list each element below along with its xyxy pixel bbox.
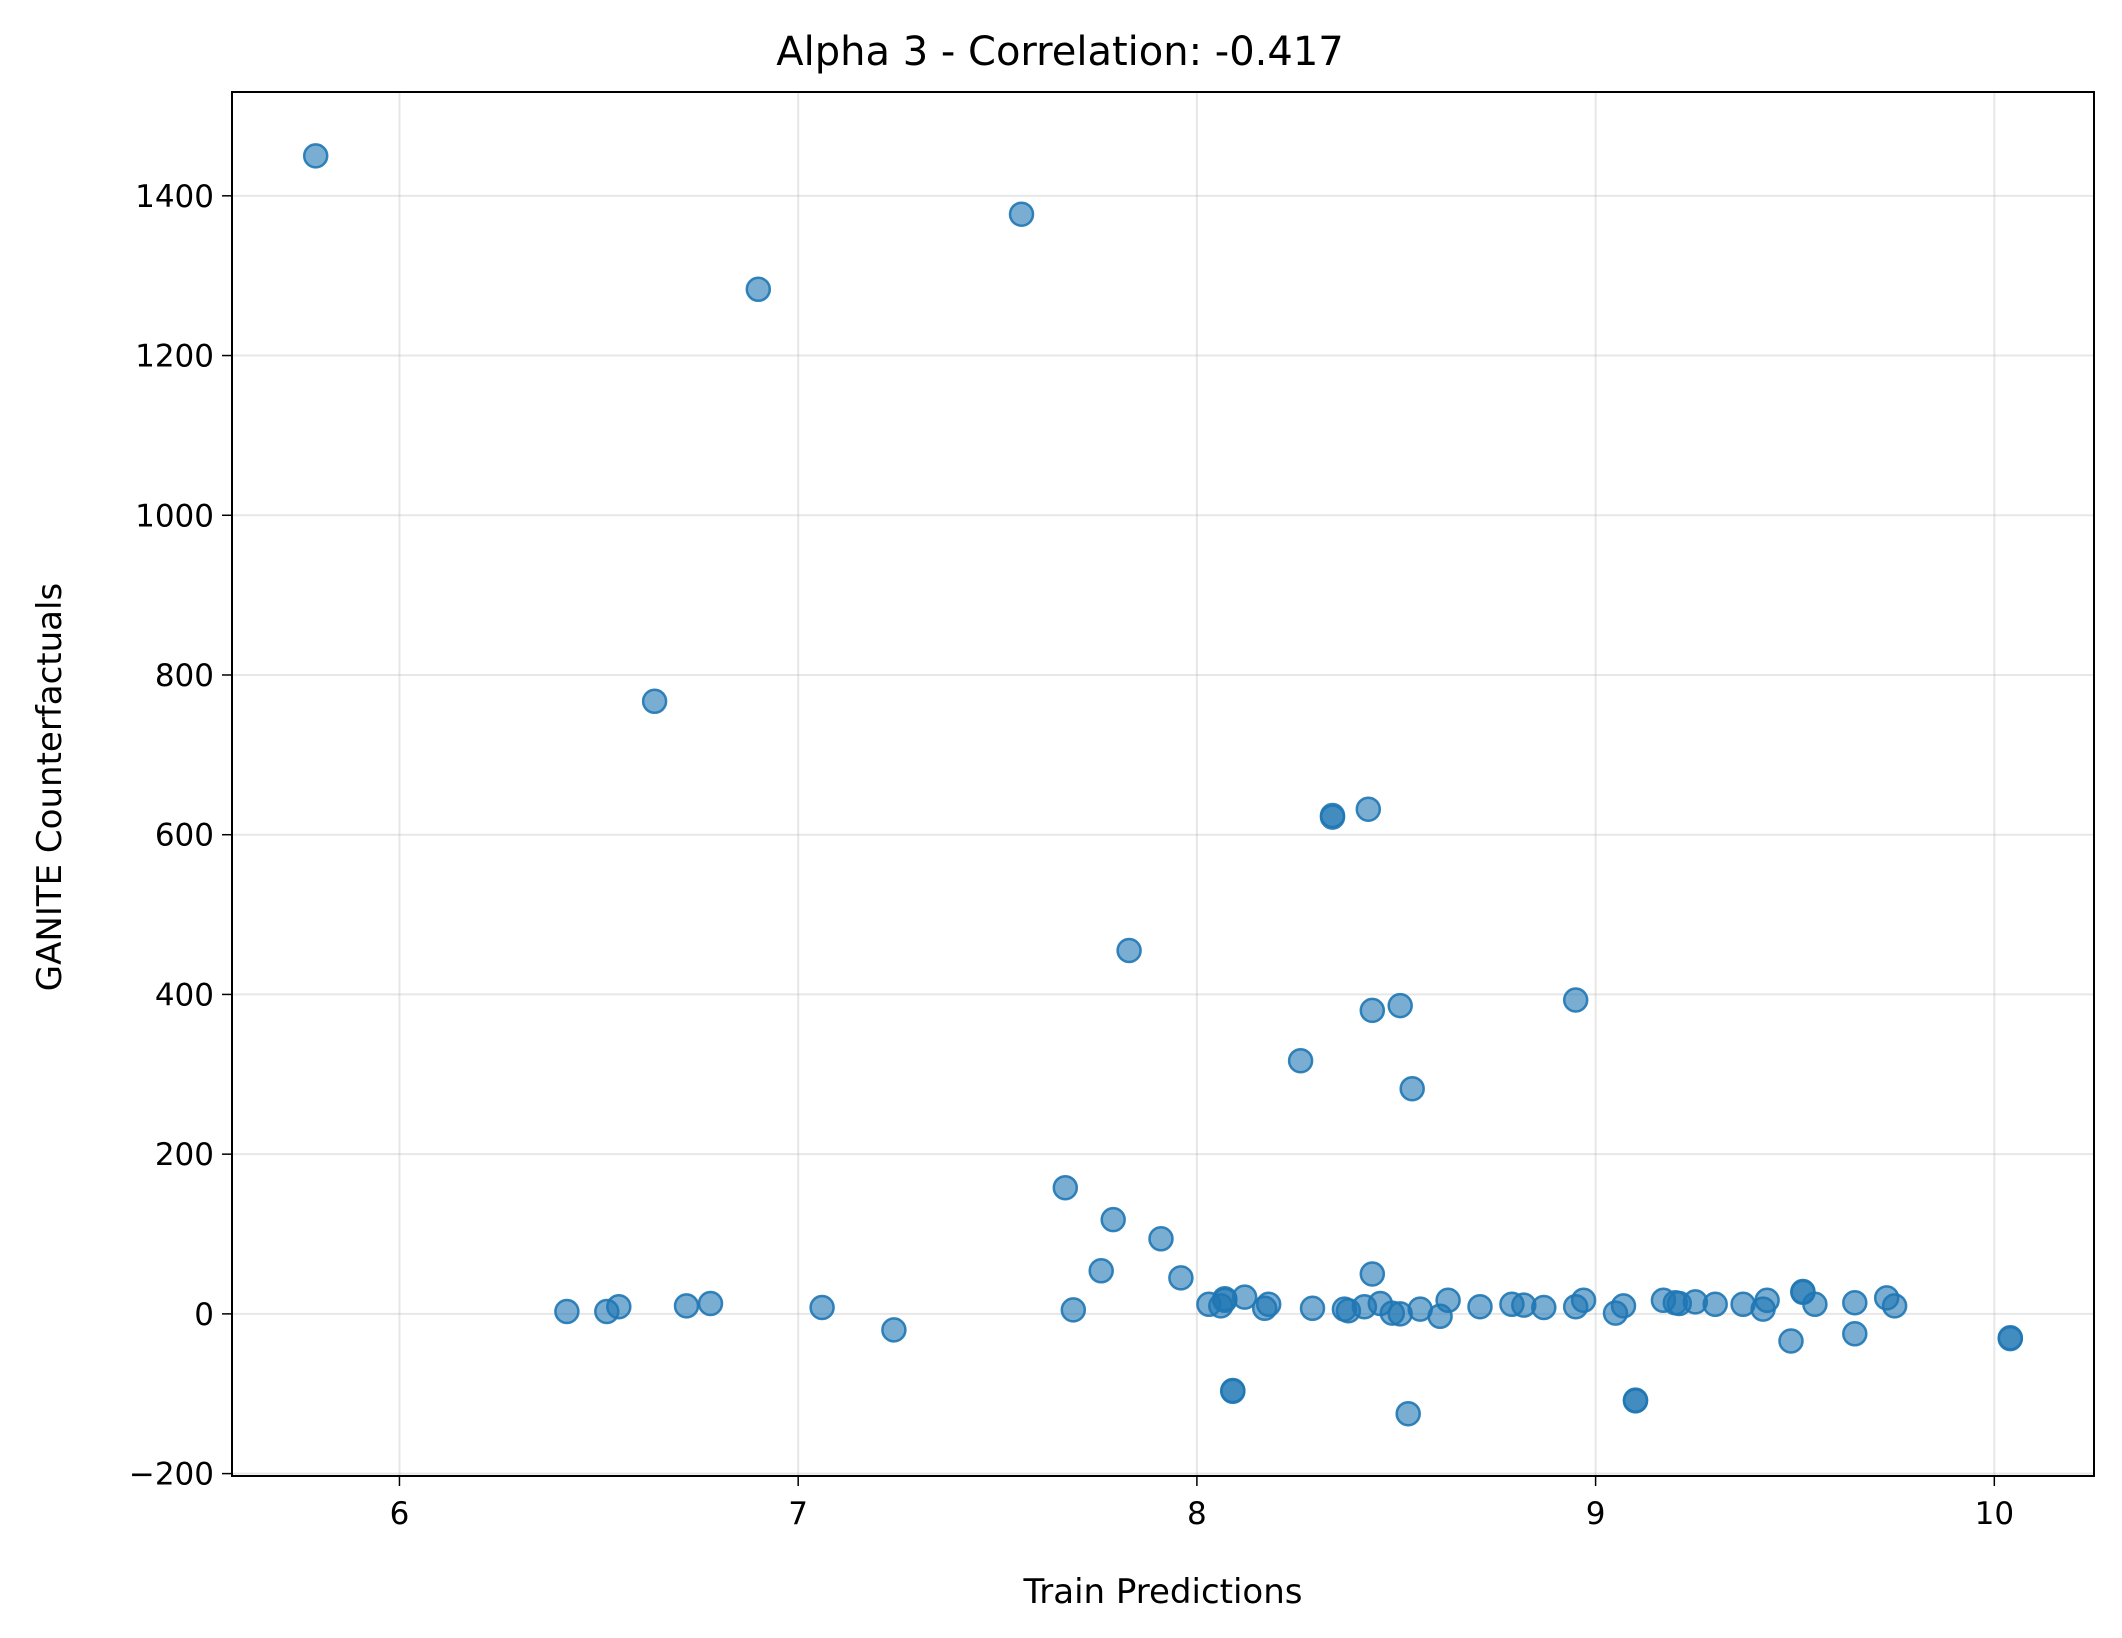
scatter-point [1570, 1287, 1597, 1314]
scatter-point [1088, 1258, 1114, 1284]
scatter-point [1052, 1174, 1079, 1201]
scatter-point [881, 1317, 907, 1343]
scatter-point [1148, 1226, 1174, 1252]
scatter-point [1060, 1297, 1087, 1323]
scatter-point [1255, 1291, 1282, 1318]
scatter-point [1387, 992, 1413, 1019]
scatter-point [1842, 1289, 1868, 1316]
scatter-point [1610, 1293, 1637, 1319]
y-tick-label: 600 [155, 818, 214, 854]
scatter-point [697, 1290, 724, 1317]
x-tick-label: 7 [788, 1496, 808, 1532]
scatter-point [554, 1298, 580, 1325]
y-tick-label: 1200 [135, 339, 214, 375]
scatter-point [1299, 1295, 1326, 1322]
x-tick-label: 9 [1586, 1496, 1606, 1532]
scatter-point [1881, 1293, 1908, 1319]
scatter-point [1435, 1287, 1461, 1314]
y-tick-label: 800 [155, 658, 214, 694]
data-points [302, 143, 2024, 1427]
scatter-point [1287, 1047, 1314, 1074]
scatter-point [1319, 804, 1346, 830]
scatter-point [1231, 1284, 1258, 1310]
scatter-point [1395, 1400, 1421, 1427]
scatter-point [1359, 997, 1386, 1024]
y-axis-ticks: −200 0 200 400 600 800 1000 1200 1400 [129, 179, 232, 1493]
x-axis-ticks: 6 7 8 9 10 [390, 1476, 2014, 1532]
scatter-point [1116, 937, 1142, 964]
y-tick-label: 0 [194, 1297, 214, 1333]
scatter-point [1997, 1325, 2024, 1352]
scatter-point [1168, 1265, 1194, 1291]
scatter-point [606, 1293, 632, 1320]
y-tick-label: 400 [155, 977, 214, 1013]
scatter-point [673, 1293, 700, 1319]
scatter-point [1802, 1291, 1828, 1318]
y-tick-label: −200 [129, 1457, 214, 1493]
plot-frame [231, 91, 2095, 1477]
x-tick-label: 8 [1187, 1496, 1207, 1532]
x-axis-label: Train Predictions [1022, 1572, 1302, 1612]
scatter-point [1359, 1261, 1386, 1287]
scatter-point [1467, 1293, 1493, 1320]
scatter-point [1842, 1321, 1868, 1347]
y-tick-label: 1000 [135, 498, 214, 534]
scatter-point [641, 688, 668, 715]
scatter-point [302, 143, 329, 169]
scatter-point [1754, 1287, 1780, 1314]
scatter-point [1008, 201, 1035, 227]
scatter-point [809, 1294, 835, 1321]
y-axis-label: GANITE Counterfactuals [30, 583, 70, 991]
y-tick-label: 1400 [135, 179, 214, 215]
scatter-point [1702, 1291, 1728, 1318]
scatter-point [1220, 1377, 1246, 1404]
x-tick-label: 10 [1975, 1496, 2014, 1532]
y-tick-label: 200 [155, 1137, 214, 1173]
scatter-point [1355, 796, 1382, 822]
x-tick-label: 6 [390, 1496, 410, 1532]
scatter-point [1562, 987, 1589, 1013]
scatter-point [745, 276, 772, 303]
scatter-point [1622, 1387, 1649, 1413]
grid-lines [232, 92, 2094, 1476]
scatter-point [1399, 1075, 1425, 1102]
chart-title: Alpha 3 - Correlation: -0.417 [776, 29, 1343, 75]
scatter-point [1531, 1294, 1557, 1321]
scatter-point [1100, 1206, 1126, 1233]
scatter-point [1778, 1328, 1804, 1354]
